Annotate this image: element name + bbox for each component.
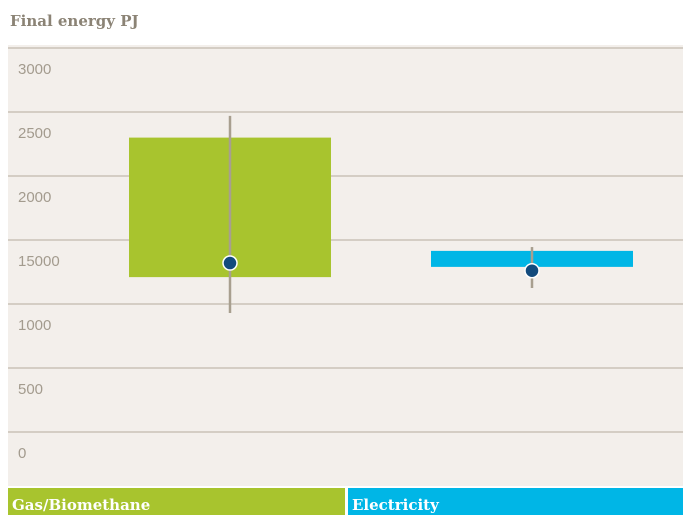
y-tick-label: 0	[18, 445, 26, 462]
chart-title: Final energy PJ	[10, 12, 139, 30]
y-tick-label: 500	[18, 381, 43, 398]
point	[222, 255, 238, 271]
y-tick-label: 2000	[18, 189, 51, 206]
y-tick-label: 15000	[18, 253, 60, 270]
category-label: Gas/Biomethane	[12, 496, 150, 514]
category-label: Electricity	[352, 496, 440, 514]
y-tick-label: 3000	[18, 61, 51, 78]
y-tick-label: 2500	[18, 125, 51, 142]
point	[524, 262, 540, 279]
y-tick-label: 1000	[18, 317, 51, 334]
category-band	[8, 488, 345, 515]
category-band	[348, 488, 683, 515]
